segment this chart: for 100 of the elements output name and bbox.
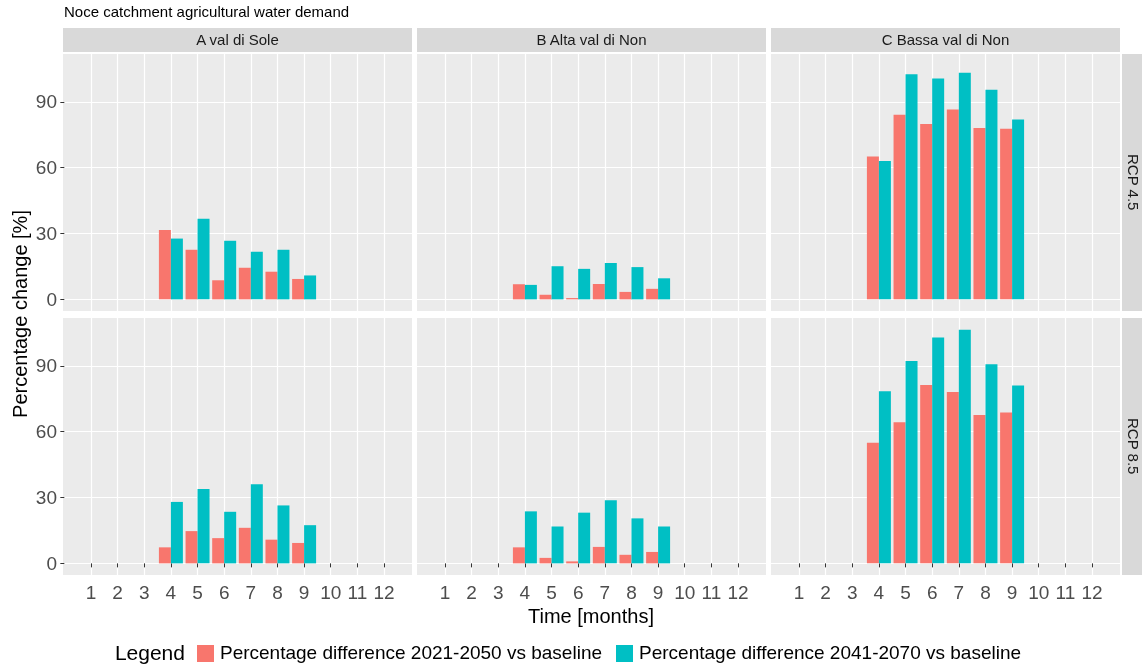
bar — [658, 526, 671, 564]
bar — [958, 72, 971, 300]
x-tick-label: 10 — [1028, 582, 1050, 603]
bar — [932, 337, 945, 564]
chart-title: Noce catchment agricultural water demand — [64, 3, 350, 20]
bar — [893, 114, 906, 300]
x-tick-label: 12 — [1081, 582, 1103, 603]
bar — [1012, 119, 1025, 300]
x-tick-label: 9 — [298, 582, 310, 603]
bar — [250, 484, 263, 564]
x-tick-label: 1 — [793, 582, 805, 603]
x-tick-label: 10 — [674, 582, 696, 603]
x-tick-label: 6 — [218, 582, 230, 603]
bar — [265, 271, 278, 300]
bar — [578, 268, 591, 300]
y-axis-title: Percentage change [%] — [8, 210, 32, 418]
y-tick-label: 90 — [35, 355, 57, 377]
bar — [893, 422, 906, 564]
bar — [512, 547, 525, 564]
bar — [905, 74, 918, 300]
bar — [524, 511, 537, 564]
bar — [946, 391, 959, 564]
y2-axis-title: RCP 8.5 — [1122, 318, 1142, 575]
y-tick-label: 90 — [35, 91, 57, 113]
bar — [238, 527, 251, 564]
bar — [185, 249, 198, 300]
x-tick-label: 4 — [873, 582, 885, 603]
bar — [920, 384, 933, 564]
bar — [958, 329, 971, 564]
x-tick-label: 5 — [900, 582, 911, 603]
bar — [1012, 385, 1025, 564]
bar — [197, 488, 210, 564]
bar — [1000, 412, 1013, 564]
y-tick-label: 60 — [35, 421, 57, 443]
x-tick-label: 5 — [546, 582, 557, 603]
x-tick-label: 3 — [492, 582, 504, 603]
bar — [265, 539, 278, 564]
bar — [592, 284, 605, 300]
bar — [224, 240, 237, 300]
legend-title: Legend — [114, 641, 185, 665]
x-tick-label: 2 — [820, 582, 831, 603]
x-tick-label: 8 — [272, 582, 283, 603]
bar — [524, 284, 537, 300]
bar — [646, 551, 659, 564]
bar — [277, 505, 290, 564]
bar — [1000, 128, 1013, 300]
bar — [512, 284, 525, 300]
x-tick-label: 7 — [599, 582, 611, 603]
x-tick-label: 5 — [192, 582, 203, 603]
x-tick-label: 11 — [1055, 582, 1076, 603]
bar — [224, 511, 237, 564]
bar — [170, 238, 183, 300]
x-tick-label: 9 — [1006, 582, 1018, 603]
chart-subtitle: A val di Sole — [63, 28, 412, 52]
x-axis-title: Time [months] — [528, 604, 654, 628]
bar — [973, 415, 986, 564]
bar — [866, 156, 879, 300]
legend-label: Percentage difference 2041-2070 vs baseline — [639, 642, 1022, 664]
x-tick-label: 7 — [245, 582, 257, 603]
bar — [866, 442, 879, 564]
bar — [878, 391, 891, 564]
y2-axis-title: RCP 4.5 — [1122, 54, 1142, 311]
y-tick-label: 30 — [35, 223, 57, 245]
bar — [197, 218, 210, 300]
bar — [646, 288, 659, 300]
bar — [551, 266, 564, 300]
x-tick-label: 12 — [373, 582, 395, 603]
y-tick-label: 60 — [35, 157, 57, 179]
legend-label: Percentage difference 2021-2050 vs baseline — [219, 642, 603, 664]
bar — [185, 531, 198, 564]
x-tick-label: 12 — [727, 582, 749, 603]
x-tick-label: 8 — [980, 582, 991, 603]
y-tick-label: 0 — [46, 552, 57, 574]
bar — [304, 275, 317, 300]
x-tick-label: 4 — [165, 582, 177, 603]
bar — [539, 557, 552, 564]
bar — [250, 251, 263, 300]
x-tick-label: 3 — [846, 582, 858, 603]
bar — [604, 262, 617, 300]
x-tick-label: 4 — [519, 582, 531, 603]
bar — [277, 249, 290, 300]
bar — [905, 361, 918, 564]
bar — [946, 109, 959, 300]
bar — [304, 525, 317, 564]
bar — [212, 280, 225, 300]
x-tick-label: 6 — [572, 582, 584, 603]
bar — [292, 278, 305, 300]
bar — [985, 364, 998, 564]
bar — [631, 267, 644, 300]
bar — [631, 518, 644, 564]
bar — [578, 512, 591, 564]
bar — [932, 78, 945, 300]
bar — [551, 526, 564, 564]
bar — [592, 546, 605, 564]
bar — [973, 127, 986, 300]
bar — [238, 267, 251, 300]
x-tick-label: 6 — [926, 582, 938, 603]
x-tick-label: 11 — [347, 582, 368, 603]
bar — [619, 554, 632, 564]
x-tick-label: 2 — [112, 582, 123, 603]
